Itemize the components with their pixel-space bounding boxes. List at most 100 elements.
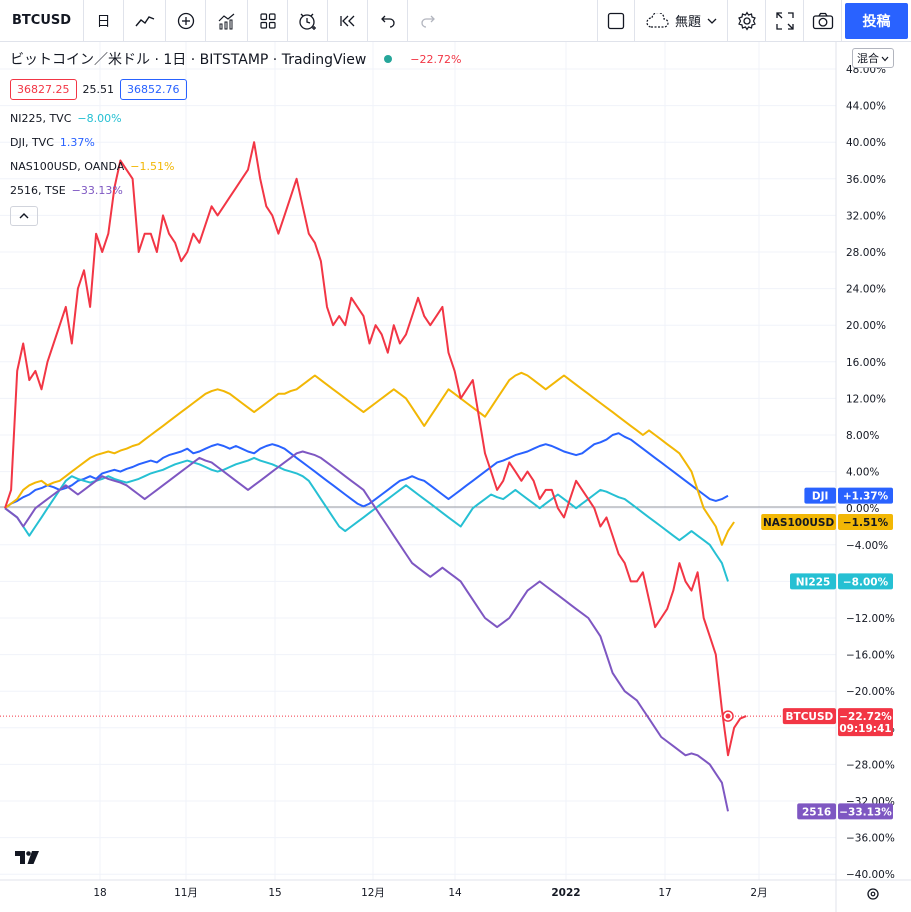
- layout-icon: [607, 12, 625, 30]
- x-tick-label: 11月: [174, 887, 198, 899]
- price-tag-label: DJI: [812, 491, 829, 503]
- camera-icon: [812, 12, 834, 30]
- price-tag-label: BTCUSD: [786, 711, 834, 723]
- layout-button[interactable]: [596, 0, 635, 42]
- market-status-dot: [384, 55, 393, 63]
- compare-button[interactable]: [166, 0, 206, 42]
- series-value: −33.13%: [71, 183, 123, 197]
- buy-price-button[interactable]: 36852.76: [120, 78, 187, 100]
- price-tag-2516: 2516 −33.13%: [797, 803, 893, 820]
- price-tag-label-bg: [761, 514, 836, 531]
- x-tick-label: 2022: [551, 887, 580, 899]
- legend-collapse-button[interactable]: [10, 206, 38, 226]
- price-tag-label: 2516: [802, 806, 831, 818]
- compare-series-list: NI225, TVC −8.00% DJI, TVC 1.37% NAS100U…: [10, 106, 461, 202]
- fullscreen-icon: [775, 11, 794, 30]
- axis-settings-button[interactable]: [867, 888, 879, 900]
- indicators-icon: [217, 12, 237, 30]
- chevron-down-icon: [707, 17, 717, 25]
- chart-style-button[interactable]: [124, 0, 166, 42]
- snapshot-button[interactable]: [804, 0, 842, 42]
- settings-button[interactable]: [728, 0, 766, 42]
- save-layout-button[interactable]: 無題: [635, 0, 728, 42]
- chart-canvas[interactable]: 48.00%44.00%40.00%36.00%32.00%28.00%24.0…: [0, 42, 911, 912]
- price-tag-value: −33.13%: [839, 806, 892, 818]
- price-tag-label-bg: [804, 487, 836, 504]
- x-tick-label: 2月: [750, 887, 767, 899]
- price-axis[interactable]: 48.00%44.00%40.00%36.00%32.00%28.00%24.0…: [846, 64, 895, 881]
- series-value: −1.51%: [130, 159, 175, 173]
- alert-button[interactable]: [288, 0, 328, 42]
- series-line-nas100usd[interactable]: [4, 371, 735, 546]
- undo-button[interactable]: [368, 0, 408, 42]
- cloud-icon: [645, 12, 669, 29]
- templates-icon: [259, 12, 276, 29]
- y-tick-label: 24.00%: [846, 284, 886, 296]
- interval-button[interactable]: 日: [84, 0, 124, 42]
- series-lines: [4, 141, 747, 812]
- top-toolbar: BTCUSD 日: [0, 0, 911, 42]
- price-tag-value: −1.51%: [843, 517, 889, 529]
- price-tag-value-bg: [838, 573, 893, 590]
- y-tick-label: −20.00%: [846, 686, 895, 698]
- series-line-ni225[interactable]: [4, 456, 729, 582]
- series-value: 1.37%: [59, 135, 95, 149]
- alert-icon: [298, 11, 318, 31]
- layout-name: 無題: [674, 15, 701, 30]
- y-tick-label: −28.00%: [846, 759, 895, 771]
- series-name: NI225, TVC: [10, 111, 72, 125]
- legend-series-2516[interactable]: 2516, TSE −33.13%: [10, 178, 461, 202]
- publish-button[interactable]: 投稿: [845, 2, 908, 39]
- sell-price-button[interactable]: 36827.25: [10, 78, 77, 100]
- templates-button[interactable]: [248, 0, 288, 42]
- price-tag-label: NAS100USD: [763, 517, 834, 529]
- price-tag-value-bg: [838, 514, 893, 531]
- time-axis[interactable]: 18 11月 15 12月 14 2022 17 2月: [93, 887, 767, 899]
- series-line-btcusd[interactable]: [4, 141, 747, 757]
- redo-button[interactable]: [408, 0, 448, 42]
- add-indicator-icon: [177, 12, 195, 30]
- y-tick-label: −16.00%: [846, 650, 895, 662]
- scale-mode-button[interactable]: 混合: [852, 48, 894, 68]
- price-tag-value-bg: [838, 803, 893, 820]
- legend-series-nas100usd[interactable]: NAS100USD, OANDA −1.51%: [10, 154, 461, 178]
- legend-series-dji[interactable]: DJI, TVC 1.37%: [10, 130, 461, 154]
- series-line-dji[interactable]: [4, 432, 729, 509]
- price-tag-value-bg: [838, 708, 893, 737]
- y-tick-label: −40.00%: [846, 869, 895, 881]
- y-tick-label: 12.00%: [846, 393, 886, 405]
- settings-icon: [737, 10, 757, 31]
- price-tag-nas100usd: NAS100USD −1.51%: [761, 514, 893, 531]
- chevron-up-icon: [19, 211, 29, 222]
- legend-series-ni225[interactable]: NI225, TVC −8.00%: [10, 106, 461, 130]
- indicators-button[interactable]: [206, 0, 248, 42]
- last-value-marker-dot: [725, 713, 731, 719]
- chevron-down-icon: [881, 52, 889, 65]
- price-tag-label-bg: [790, 573, 836, 590]
- y-tick-label: −4.00%: [846, 540, 888, 552]
- y-tick-label: 20.00%: [846, 320, 886, 332]
- x-tick-label: 18: [93, 887, 106, 899]
- tradingview-logo[interactable]: [10, 843, 44, 871]
- bid-ask-row: 36827.25 25.51 36852.76: [10, 78, 461, 100]
- symbol-search-button[interactable]: BTCUSD: [0, 0, 84, 42]
- series-value: −8.00%: [77, 111, 122, 125]
- legend-title-row[interactable]: ビットコイン／米ドル · 1日 · BITSTAMP · TradingView…: [10, 48, 461, 70]
- price-tag-label-bg: [797, 803, 836, 820]
- y-tick-label: 4.00%: [846, 467, 879, 479]
- series-name: 2516, TSE: [10, 183, 66, 197]
- chart-legend: ビットコイン／米ドル · 1日 · BITSTAMP · TradingView…: [10, 48, 461, 226]
- price-tag-label-bg: [782, 708, 836, 725]
- replay-button[interactable]: [328, 0, 368, 42]
- fullscreen-button[interactable]: [766, 0, 804, 42]
- y-tick-label: 8.00%: [846, 430, 879, 442]
- price-tag-value: −22.72%: [839, 711, 892, 723]
- undo-icon: [380, 14, 396, 28]
- series-line-2516[interactable]: [4, 450, 729, 812]
- x-tick-label: 14: [448, 887, 462, 899]
- scale-mode-label: 混合: [857, 52, 879, 65]
- redo-icon: [420, 14, 436, 28]
- main-symbol-title: ビットコイン／米ドル · 1日 · BITSTAMP · TradingView: [10, 52, 367, 68]
- price-tag-value: +1.37%: [843, 491, 889, 503]
